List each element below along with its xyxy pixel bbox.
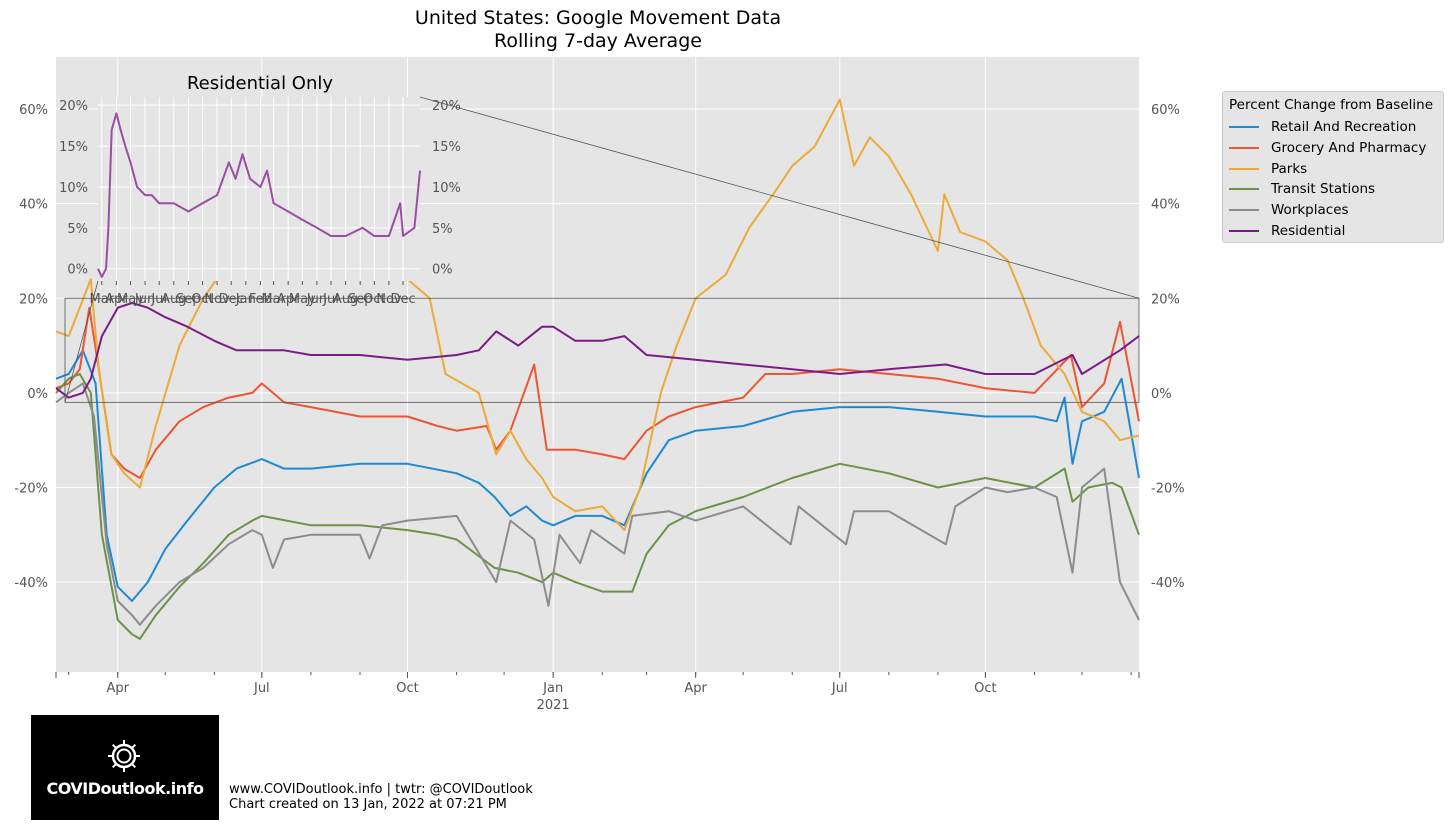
inset-x-tick-label: May: [117, 292, 144, 307]
legend-swatch: [1229, 188, 1259, 191]
inset-x-tick-label: Jan: [235, 292, 256, 307]
legend-label: Retail And Recreation: [1271, 119, 1417, 135]
legend-swatch: [1229, 209, 1259, 212]
inset-y-tick-label-right: 10%: [432, 181, 461, 196]
inset-y-tick-label-right: 15%: [432, 140, 461, 155]
inset-axes: 0% 0%5% 5%10% 10%15% 15%20% 20%MarAprMayJunJu…: [59, 99, 461, 307]
inset-y-tick-label-right: 0%: [432, 263, 453, 278]
legend-label: Residential: [1271, 223, 1346, 239]
y-tick-label-left: 40%: [19, 198, 48, 213]
inset-x-tick-label: Jun: [306, 292, 327, 307]
inset-x-tick-label: Oct: [191, 292, 213, 307]
legend-item-workplaces: Workplaces: [1229, 200, 1349, 220]
inset-title: Residential Only: [187, 73, 333, 94]
chart-title-line-2: Rolling 7-day Average: [494, 30, 702, 52]
y-tick-label-left: 0%: [27, 387, 48, 402]
y-tick-label-left: 20%: [19, 292, 48, 307]
inset-residential-only: 0% 0%5% 5%10% 10%15% 15%20% 20%MarAprMayJunJu…: [59, 73, 461, 307]
inset-y-tick-label-right: 20%: [432, 99, 461, 114]
inset-x-tick-label: Jul: [322, 292, 339, 307]
y-tick-label-left: 60%: [19, 103, 48, 118]
inset-x-tick-label: Feb: [249, 292, 272, 307]
x-tick-label: Oct: [974, 681, 996, 696]
inset-y-tick-label-left: 5%: [67, 222, 88, 237]
inset-y-tick-label-left: 15%: [59, 140, 88, 155]
inset-indicator: [64, 96, 1140, 403]
inset-x-tick-label: Apr: [105, 292, 128, 307]
axes: -40% -40% -20% -20% 0% 0% 20% 20% 40% 40% 60% 60% Ap…: [14, 103, 1184, 713]
inset-plot-area: [98, 97, 420, 281]
inset-x-tick-label: Sep: [348, 292, 373, 307]
legend-title: Percent Change from Baseline: [1229, 97, 1434, 113]
y-tick-label-left: -40%: [14, 576, 48, 591]
legend: Percent Change from Baseline Retail And …: [1222, 91, 1444, 243]
inset-x-tick-label: Apr: [277, 292, 300, 307]
series-line-residential: [55, 302, 1140, 399]
x-tick-label: Apr: [684, 681, 707, 696]
series-layer: [55, 98, 1140, 640]
y-tick-label-left: -20%: [14, 482, 48, 497]
legend-swatch: [1229, 126, 1259, 128]
chart-title-line-1: United States: Google Movement Data: [415, 7, 781, 29]
logo-text: COVIDoutlook.info: [46, 779, 204, 798]
virus-gear-icon: [108, 740, 140, 772]
inset-y-tick-label-left: 0%: [67, 263, 88, 278]
footer-line-1: www.COVIDoutlook.info | twtr: @COVIDoutl…: [229, 782, 533, 797]
inset-y-tick-label-left: 10%: [59, 181, 88, 196]
inset-x-tick-label: Mar: [261, 292, 286, 307]
series-line-workplaces: [55, 382, 1140, 626]
y-tick-label-right: 20%: [1151, 292, 1180, 307]
legend-label: Parks: [1271, 160, 1308, 177]
inset-connector-line: [64, 280, 99, 403]
legend-item-transit-stations: Transit Stations: [1229, 179, 1375, 199]
inset-x-tick-label: May: [289, 292, 316, 307]
x-tick-label: Jul: [253, 681, 270, 696]
x-tick-label: Jul: [831, 681, 848, 696]
legend-swatch: [1229, 167, 1259, 170]
x-tick-label: Jan: [542, 681, 563, 696]
covidoutlook-logo: COVIDoutlook.info: [31, 715, 219, 820]
x-tick-year-label: 2021: [537, 698, 570, 713]
inset-x-tick-label: Dec: [219, 292, 244, 307]
inset-y-tick-label-left: 20%: [59, 99, 88, 114]
inset-x-tick-label: Oct: [363, 292, 385, 307]
series-line-parks: [55, 98, 1140, 532]
series-line-retail-and-recreation: [55, 349, 1140, 602]
inset-x-tick-label: Aug: [333, 292, 358, 307]
footer-credits: www.COVIDoutlook.info | twtr: @COVIDoutl…: [229, 782, 533, 812]
footer-line-2: Chart created on 13 Jan, 2022 at 07:21 P…: [229, 797, 507, 812]
inset-series-layer: [97, 112, 421, 278]
inset-x-tick-label: Nov: [376, 292, 402, 307]
legend-item-parks: Parks: [1229, 159, 1307, 179]
inset-x-tick-label: Jul: [150, 292, 167, 307]
legend-item-residential: Residential: [1229, 221, 1345, 241]
inset-x-tick-label: Sep: [176, 292, 201, 307]
legend-label: Transit Stations: [1271, 181, 1376, 198]
inset-x-tick-label: Dec: [390, 292, 415, 307]
inset-connector-line: [419, 96, 1140, 299]
legend-label: Workplaces: [1271, 202, 1349, 219]
legend-item-grocery-and-pharmacy: Grocery And Pharmacy: [1229, 138, 1426, 158]
y-tick-label-right: 40%: [1151, 198, 1180, 213]
legend-swatch: [1229, 230, 1259, 232]
x-tick-label: Apr: [107, 681, 130, 696]
y-tick-label-right: 60%: [1151, 103, 1180, 118]
y-tick-label-right: -20%: [1151, 482, 1185, 497]
inset-x-tick-label: Aug: [161, 292, 186, 307]
legend-swatch: [1229, 146, 1259, 149]
zoom-region-box: [64, 297, 1140, 403]
legend-item-retail-and-recreation: Retail And Recreation: [1229, 117, 1416, 137]
inset-x-tick-label: Mar: [90, 292, 115, 307]
y-tick-label-right: -40%: [1151, 576, 1185, 591]
y-tick-label-right: 0%: [1151, 387, 1172, 402]
series-line-transit-stations: [55, 373, 1140, 640]
inset-x-tick-label: Nov: [204, 292, 230, 307]
x-tick-label: Oct: [396, 681, 418, 696]
inset-series-line-residential: [97, 112, 421, 278]
inset-y-tick-label-right: 5%: [432, 222, 453, 237]
legend-label: Grocery And Pharmacy: [1271, 139, 1427, 156]
inset-x-tick-label: Jun: [134, 292, 155, 307]
